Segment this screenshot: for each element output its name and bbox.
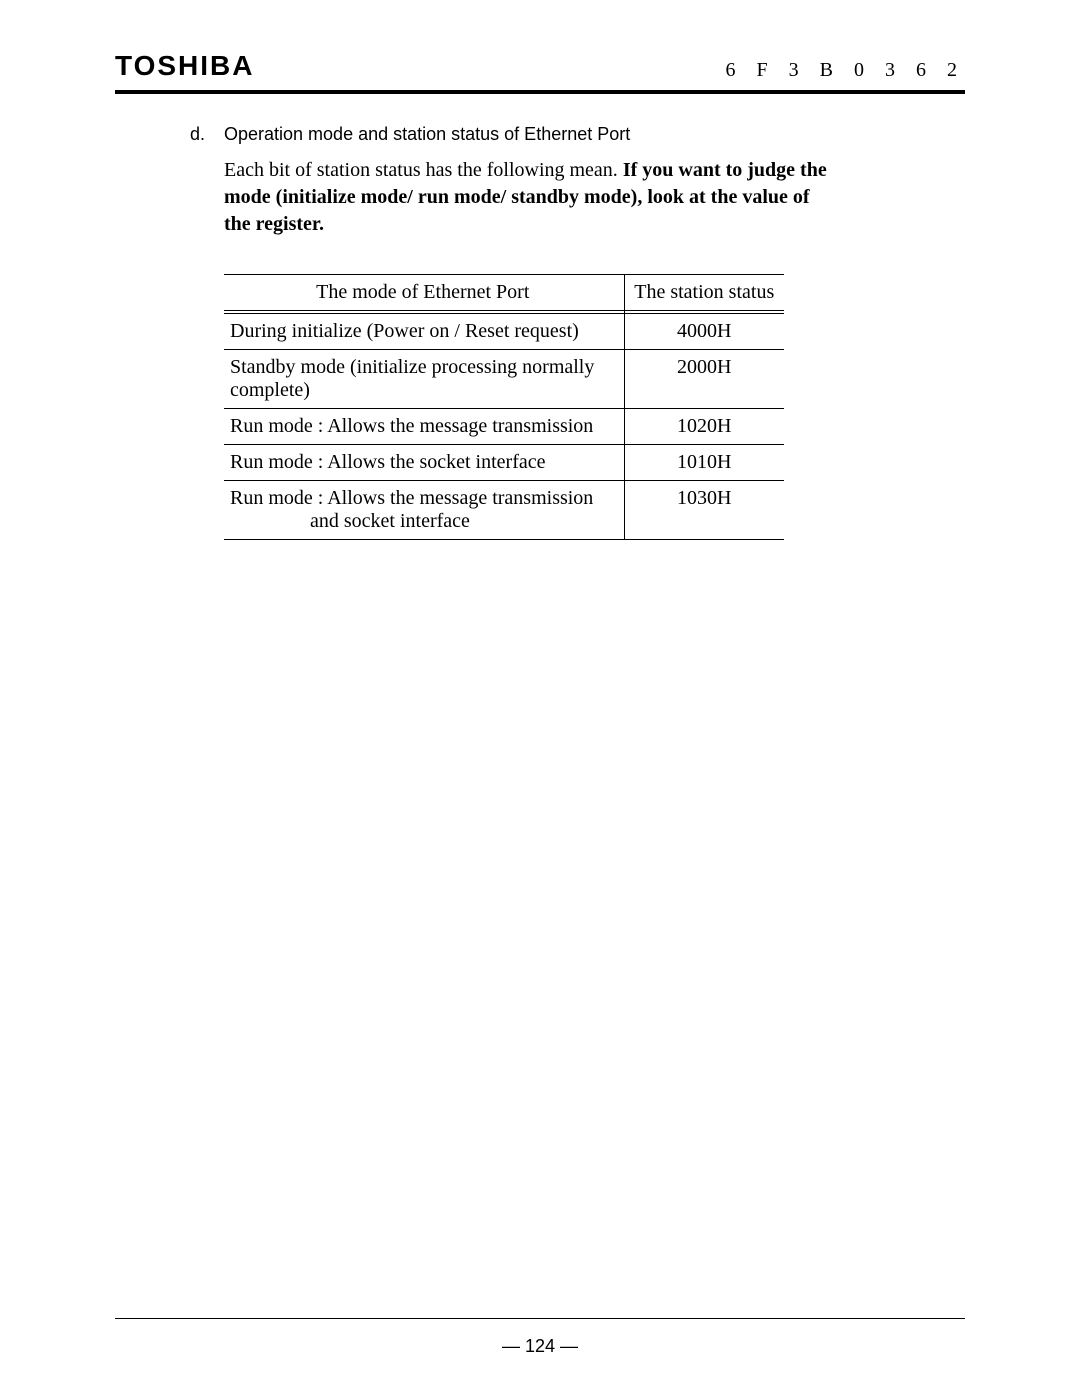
- section-title: Operation mode and station status of Eth…: [224, 122, 630, 147]
- brand-logo: TOSHIBA: [115, 50, 255, 82]
- table-container: The mode of Ethernet Port The station st…: [190, 274, 965, 540]
- cell-status: 4000H: [624, 314, 784, 350]
- col-header-mode: The mode of Ethernet Port: [224, 275, 624, 311]
- cell-status: 1010H: [624, 445, 784, 481]
- cell-mode: Run mode : Allows the message transmissi…: [224, 481, 624, 540]
- table-header-row: The mode of Ethernet Port The station st…: [224, 275, 784, 311]
- cell-mode: Run mode : Allows the socket interface: [224, 445, 624, 481]
- section-heading: d. Operation mode and station status of …: [190, 122, 965, 147]
- section-paragraph: Each bit of station status has the follo…: [190, 157, 830, 238]
- table-row: Standby mode (initialize processing norm…: [224, 350, 784, 409]
- cell-status: 1030H: [624, 481, 784, 540]
- table-row: Run mode : Allows the message transmissi…: [224, 481, 784, 540]
- cell-status: 1020H: [624, 409, 784, 445]
- cell-mode-line1: Run mode : Allows the message transmissi…: [230, 487, 593, 509]
- cell-status: 2000H: [624, 350, 784, 409]
- cell-mode: During initialize (Power on / Reset requ…: [224, 314, 624, 350]
- table-row: Run mode : Allows the socket interface 1…: [224, 445, 784, 481]
- cell-mode: Standby mode (initialize processing norm…: [224, 350, 624, 409]
- page-header: TOSHIBA 6 F 3 B 0 3 6 2: [115, 50, 965, 88]
- cell-mode-line2: and socket interface: [230, 510, 616, 533]
- cell-mode: Run mode : Allows the message transmissi…: [224, 409, 624, 445]
- table-row: During initialize (Power on / Reset requ…: [224, 314, 784, 350]
- modes-table: The mode of Ethernet Port The station st…: [224, 274, 784, 540]
- col-header-status: The station status: [624, 275, 784, 311]
- page-number: — 124 —: [0, 1336, 1080, 1357]
- header-rule: [115, 90, 965, 94]
- footer-rule: [115, 1318, 965, 1319]
- paragraph-text: Each bit of station status has the follo…: [224, 157, 830, 238]
- para-plain: Each bit of station status has the follo…: [224, 159, 623, 181]
- page: TOSHIBA 6 F 3 B 0 3 6 2 d. Operation mod…: [0, 0, 1080, 1397]
- document-number: 6 F 3 B 0 3 6 2: [726, 59, 965, 82]
- content-area: d. Operation mode and station status of …: [115, 122, 965, 540]
- list-marker: d.: [190, 122, 224, 147]
- table-row: Run mode : Allows the message transmissi…: [224, 409, 784, 445]
